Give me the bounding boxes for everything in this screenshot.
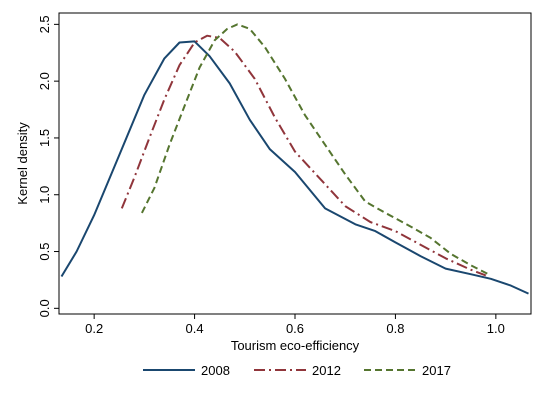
x-tick-label: 1.0: [487, 321, 505, 336]
y-tick-label: 2.5: [37, 15, 52, 33]
plot-frame: [58, 12, 532, 315]
y-tick-label: 0.0: [37, 299, 52, 317]
axes: 0.2 0.4 0.6 0.8 1.0 0.0 0.5 1.0 1.5 2.0 2.5 Tourism…: [15, 12, 532, 353]
y-tick-label: 1.5: [37, 129, 52, 147]
y-axis-title: Kernel density: [15, 122, 30, 205]
plot-area: [60, 23, 529, 295]
x-tick-label: 0.6: [286, 321, 304, 336]
x-tick-label: 0.4: [186, 321, 204, 336]
y-tick-label: 0.5: [37, 242, 52, 260]
x-axis-title: Tourism eco-efficiency: [231, 338, 360, 353]
y-tick-label: 2.0: [37, 72, 52, 90]
x-tick-label: 0.8: [386, 321, 404, 336]
legend-label-2008: 2008: [201, 363, 230, 378]
legend-label-2012: 2012: [312, 363, 341, 378]
legend: 2008 2012 2017: [143, 363, 451, 378]
series-line-2017: [141, 23, 489, 276]
series-line-2012: [120, 34, 487, 277]
x-tick-label: 0.2: [85, 321, 103, 336]
legend-label-2017: 2017: [422, 363, 451, 378]
series-line-2008: [60, 40, 529, 295]
y-tick-label: 1.0: [37, 186, 52, 204]
